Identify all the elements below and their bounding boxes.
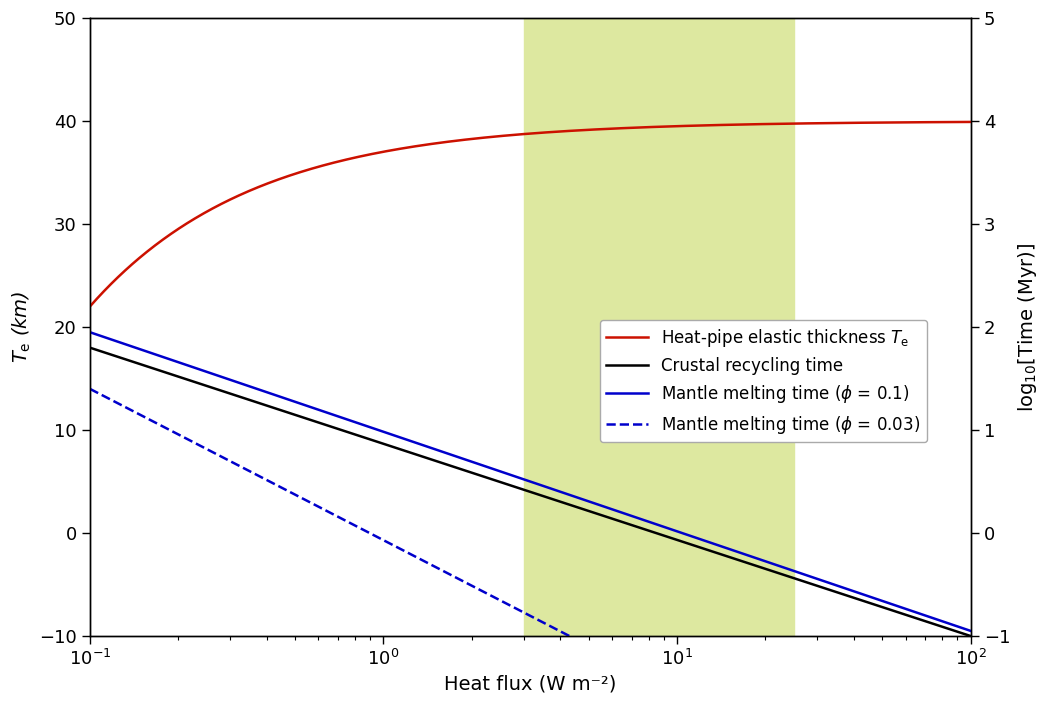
- Y-axis label: $T_\mathrm{e}$ (km): $T_\mathrm{e}$ (km): [12, 290, 34, 363]
- Bar: [524, 18, 794, 636]
- Legend: Heat-pipe elastic thickness $T_\mathrm{e}$, Crustal recycling time, Mantle melti: Heat-pipe elastic thickness $T_\mathrm{e…: [600, 320, 927, 442]
- Y-axis label: log$_{10}$[Time (Myr)]: log$_{10}$[Time (Myr)]: [1016, 243, 1038, 412]
- X-axis label: Heat flux (W m⁻²): Heat flux (W m⁻²): [444, 675, 616, 694]
